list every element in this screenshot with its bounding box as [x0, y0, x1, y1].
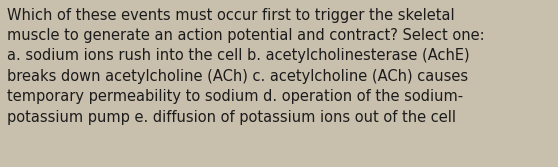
Text: Which of these events must occur first to trigger the skeletal
muscle to generat: Which of these events must occur first t…	[7, 8, 485, 125]
